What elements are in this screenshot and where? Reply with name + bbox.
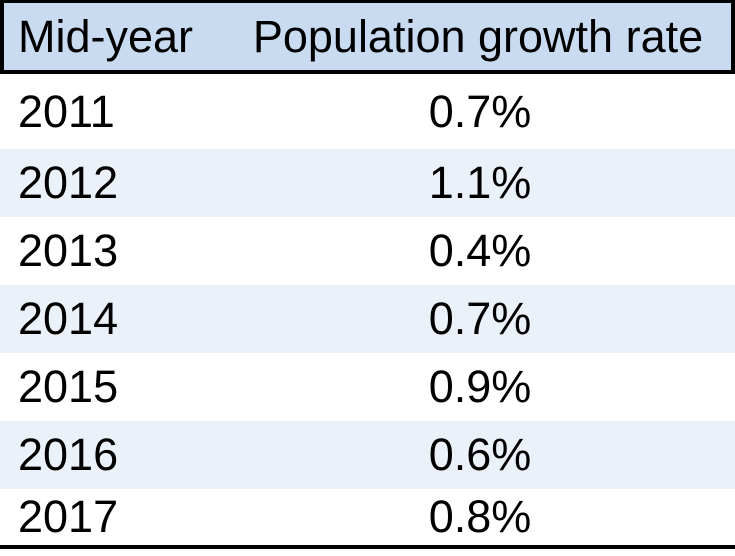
header-cell-mid-year: Mid-year (18, 10, 194, 62)
rate-cell: 0.9% (428, 361, 532, 412)
year-cell: 2013 (18, 225, 119, 276)
year-cell: 2016 (18, 429, 119, 480)
year-cell: 2017 (18, 491, 119, 542)
table-row: 2013 0.4% (0, 217, 735, 285)
year-cell: 2014 (18, 293, 119, 344)
rate-cell: 1.1% (428, 157, 532, 208)
rate-cell: 0.8% (428, 491, 532, 542)
rate-cell: 0.7% (428, 293, 532, 344)
rate-cell: 0.7% (428, 85, 532, 137)
header-cell-growth-rate: Population growth rate (252, 10, 704, 62)
year-cell: 2011 (18, 85, 115, 137)
table-row: 2011 0.7% (0, 74, 735, 149)
rate-cell: 0.4% (428, 225, 532, 276)
table-row: 2017 0.8% (0, 489, 735, 545)
table-row: 2016 0.6% (0, 421, 735, 489)
table-row: 2014 0.7% (0, 285, 735, 353)
table-row: 2015 0.9% (0, 353, 735, 421)
table-row: 2012 1.1% (0, 149, 735, 217)
year-cell: 2012 (18, 157, 119, 208)
year-cell: 2015 (18, 361, 119, 412)
rate-cell: 0.6% (428, 429, 532, 480)
header-row: Mid-year Population growth rate (0, 0, 735, 74)
